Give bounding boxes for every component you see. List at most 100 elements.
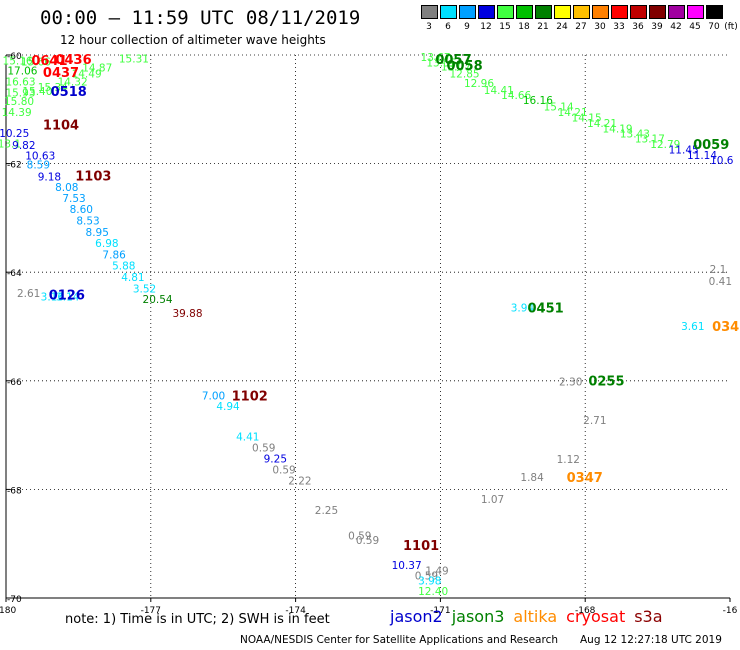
colorbar-swatch — [554, 5, 571, 19]
wave-height-value: 0.59 — [272, 464, 295, 476]
wave-height-value: 15.80 — [4, 96, 34, 108]
wave-height-value: 13.67 — [421, 52, 451, 64]
wave-height-value: 7.86 — [102, 249, 126, 261]
colorbar-swatch — [649, 5, 666, 19]
wave-height-value: 14.66 — [501, 90, 531, 102]
wave-height-value: 4.41 — [236, 432, 259, 444]
pass-time-label: 0641 — [31, 54, 67, 69]
pass-time-label: 034 — [712, 320, 739, 335]
colorbar-swatch — [497, 5, 514, 19]
wave-height-value: 6.98 — [95, 238, 118, 250]
wave-height-value: 1.49 — [425, 565, 448, 577]
colorbar-label: 27 — [575, 22, 587, 32]
generated-timestamp: Aug 12 12:27:18 UTC 2019 — [580, 634, 722, 646]
wave-height-value: 0.41 — [709, 276, 732, 288]
colorbar-label: 42 — [670, 22, 682, 32]
wave-height-value: 14.21 — [558, 107, 588, 119]
pass-time-label: 0437 — [43, 66, 79, 81]
wave-height-value: 8.59 — [27, 160, 50, 172]
colorbar-swatch — [573, 5, 590, 19]
x-tick-label: -177 — [141, 606, 161, 616]
wave-height-value: 12.40 — [418, 586, 448, 598]
colorbar-swatch — [687, 5, 704, 19]
wave-height-value: 13.1 — [0, 139, 21, 151]
legend-altika: altika — [513, 607, 558, 626]
colorbar-label: 6 — [445, 22, 451, 32]
wave-height-value: 14.49 — [72, 68, 102, 80]
wave-height-value: 0.59 — [348, 531, 371, 543]
wave-height-value: 12.96 — [464, 78, 494, 90]
colorbar-swatch — [611, 5, 628, 19]
pass-time-label: 1104 — [43, 119, 79, 134]
wave-height-value: 4.94 — [216, 401, 240, 413]
legend-s3a: s3a — [634, 607, 663, 626]
wave-height-value: 15.34 — [38, 82, 68, 94]
wave-height-value: 2.1 — [710, 264, 727, 276]
colorbar-label: 15 — [499, 22, 511, 32]
wave-height-value: 8.53 — [76, 216, 99, 228]
wave-height-value: 2.25 — [315, 505, 338, 517]
wave-height-value: 10.6 — [710, 155, 734, 167]
credit-text: NOAA/NESDIS Center for Satellite Applica… — [240, 634, 558, 646]
colorbar-swatch — [516, 5, 533, 19]
colorbar-unit: (ft) — [724, 22, 738, 32]
legend-jason3: jason3 — [451, 607, 505, 626]
pass-time-label: 0126 — [49, 288, 85, 303]
colorbar-label: 18 — [518, 22, 530, 32]
wave-height-value: 14.39 — [2, 107, 32, 119]
colorbar-label: 36 — [632, 22, 644, 32]
x-tick-label: -174 — [285, 606, 306, 616]
wave-height-value: 7.00 — [202, 390, 225, 402]
wave-height-value: 0.59 — [356, 535, 379, 547]
wave-height-value: 9.18 — [38, 172, 61, 184]
wave-height-value: 10.37 — [392, 560, 422, 572]
wave-height-value: 12.79 — [650, 139, 680, 151]
wave-height-value: 12.85 — [450, 68, 480, 80]
wave-height-value: 15.16 — [3, 55, 33, 67]
pass-time-label: 0451 — [528, 301, 564, 316]
pass-time-label: 1103 — [75, 170, 111, 185]
wave-height-value: 1.84 — [520, 472, 544, 484]
y-tick-label: -62 — [7, 161, 22, 171]
y-tick-label: -64 — [7, 269, 22, 279]
wave-height-value: 14.32 — [58, 77, 88, 89]
wave-height-value: 39.88 — [172, 308, 202, 320]
wave-height-value: 15.93 — [5, 87, 35, 99]
pass-time-label: 1101 — [403, 539, 439, 554]
y-tick-label: -60 — [7, 52, 22, 62]
colorbar-swatch — [706, 5, 723, 19]
wave-height-value: 5.88 — [112, 261, 135, 273]
wave-height-value: 15.14 — [544, 102, 574, 114]
colorbar-label: 12 — [480, 22, 492, 32]
wave-height-value: 11.45 — [669, 144, 699, 156]
colorbar-label: 9 — [464, 22, 470, 32]
colorbar-swatch — [535, 5, 552, 19]
wave-height-value: 14.87 — [82, 62, 112, 74]
colorbar-swatch — [478, 5, 495, 19]
wave-height-value: 20.54 — [143, 294, 173, 306]
wave-height-value: 15.66 — [21, 57, 51, 69]
wave-height-value: 2.30 — [559, 376, 582, 388]
page-subtitle: 12 hour collection of altimeter wave hei… — [60, 33, 326, 47]
wave-height-value: 3.16 — [41, 292, 65, 304]
colorbar-label: 45 — [689, 22, 701, 32]
wave-height-value: 1.07 — [481, 494, 504, 506]
pass-time-label: 1102 — [232, 389, 268, 404]
wave-height-value: 17.06 — [7, 66, 37, 78]
wave-height-value: 2.22 — [288, 476, 311, 488]
y-tick-label: -66 — [7, 378, 22, 388]
colorbar-swatch — [421, 5, 438, 19]
wave-height-value: 14.41 — [484, 85, 514, 97]
wave-height-value: 10.63 — [25, 150, 55, 162]
colorbar-swatch — [440, 5, 457, 19]
wave-height-value: 15.31 — [119, 53, 149, 65]
wave-height-value: 16.63 — [5, 77, 35, 89]
wave-height-value: 15.40 — [22, 86, 52, 98]
pass-time-label: 0059 — [693, 138, 729, 153]
colorbar-label: 21 — [537, 22, 549, 32]
wave-height-value: 13.17 — [635, 134, 665, 146]
wave-height-value: 3.14 — [56, 292, 80, 304]
colorbar-swatch — [592, 5, 609, 19]
colorbar-swatch — [459, 5, 476, 19]
x-tick-label: -168 — [575, 606, 596, 616]
